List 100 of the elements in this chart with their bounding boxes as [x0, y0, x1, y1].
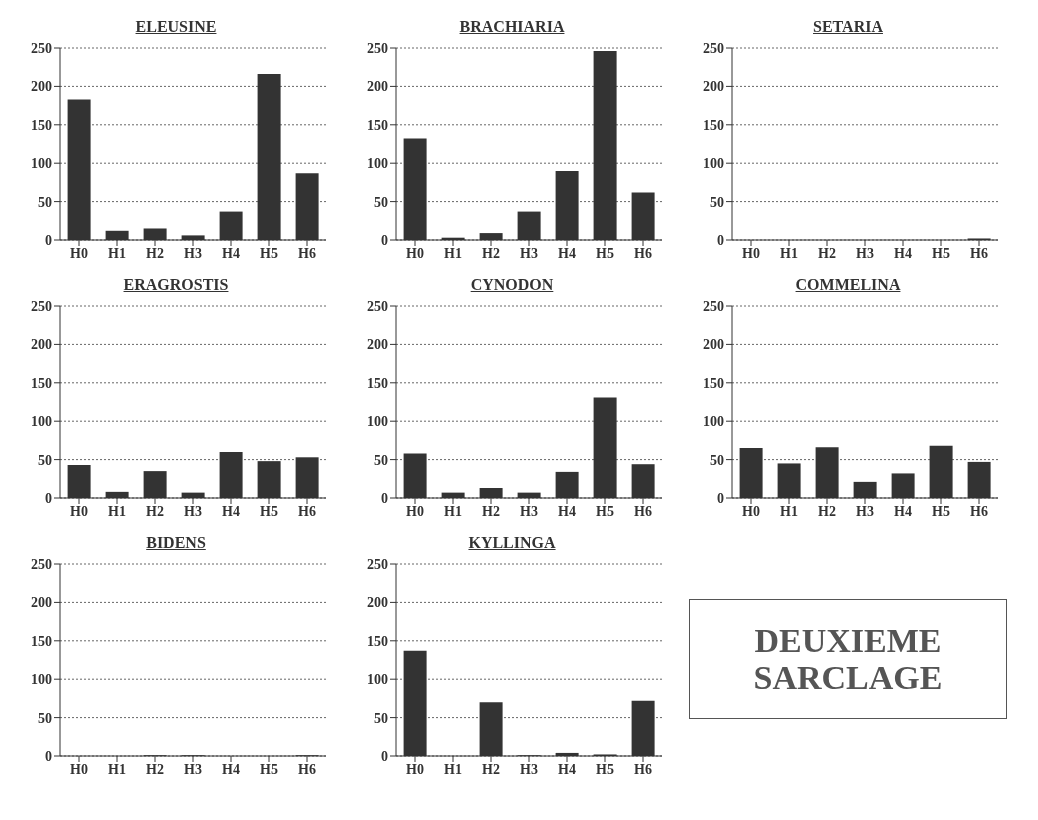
y-tick-label: 250	[31, 298, 52, 314]
y-tick-label: 100	[31, 156, 52, 172]
y-tick-label: 200	[367, 337, 388, 353]
x-tick-label: H1	[108, 245, 126, 261]
x-tick-label: H2	[146, 761, 164, 777]
x-tick-label: H6	[298, 503, 316, 519]
y-tick-label: 50	[38, 452, 52, 468]
x-tick-label: H6	[298, 761, 316, 777]
y-tick-label: 250	[31, 40, 52, 56]
x-tick-label: H6	[634, 761, 652, 777]
y-tick-label: 250	[367, 556, 388, 572]
x-tick-label: H5	[596, 761, 614, 777]
y-tick-label: 50	[710, 194, 724, 210]
y-tick-label: 200	[31, 79, 52, 95]
y-tick-label: 0	[717, 490, 724, 506]
x-tick-label: H0	[742, 245, 760, 261]
y-tick-label: 250	[703, 40, 724, 56]
y-tick-label: 150	[367, 375, 388, 391]
y-tick-label: 50	[374, 194, 388, 210]
x-tick-label: H6	[298, 245, 316, 261]
x-tick-label: H0	[406, 761, 424, 777]
chart-title: SETARIA	[812, 18, 884, 37]
chart-title: ERAGROSTIS	[122, 276, 230, 295]
x-tick-label: H0	[70, 245, 88, 261]
x-tick-label: H5	[932, 245, 950, 261]
x-tick-label: H1	[780, 503, 798, 519]
y-tick-label: 100	[367, 414, 388, 430]
y-tick-label: 0	[381, 490, 388, 506]
x-tick-label: H2	[818, 245, 836, 261]
x-tick-label: H5	[260, 503, 278, 519]
y-tick-label: 50	[710, 452, 724, 468]
y-tick-label: 200	[367, 595, 388, 611]
x-tick-label: H0	[742, 503, 760, 519]
x-tick-label: H1	[108, 503, 126, 519]
x-tick-label: H3	[856, 245, 874, 261]
y-tick-label: 150	[31, 633, 52, 649]
x-tick-label: H4	[222, 503, 240, 519]
y-tick-label: 0	[45, 748, 52, 764]
x-tick-label: H3	[184, 761, 202, 777]
y-tick-label: 150	[367, 117, 388, 133]
x-tick-label: H2	[482, 245, 500, 261]
x-tick-label: H0	[406, 245, 424, 261]
x-tick-label: H5	[932, 503, 950, 519]
y-tick-label: 0	[381, 232, 388, 248]
y-tick-label: 100	[703, 414, 724, 430]
y-tick-label: 50	[374, 452, 388, 468]
text: DEUXIEME SARCLAGE	[689, 598, 1007, 720]
x-tick-label: H1	[108, 761, 126, 777]
y-tick-label: 250	[703, 298, 724, 314]
x-tick-label: H4	[558, 503, 576, 519]
y-tick-label: 200	[703, 79, 724, 95]
x-tick-label: H4	[894, 503, 912, 519]
chart-title: ELEUSINE	[134, 18, 218, 37]
x-tick-label: H2	[482, 761, 500, 777]
chart-title: CYNODON	[469, 276, 555, 295]
y-tick-label: 0	[381, 748, 388, 764]
x-tick-label: H2	[146, 245, 164, 261]
x-tick-label: H4	[558, 245, 576, 261]
y-tick-label: 250	[367, 298, 388, 314]
x-tick-label: H3	[184, 245, 202, 261]
x-tick-label: H3	[520, 503, 538, 519]
y-tick-label: 200	[31, 595, 52, 611]
x-tick-label: H3	[520, 245, 538, 261]
x-tick-label: H4	[222, 245, 240, 261]
chart-title: BIDENS	[145, 534, 207, 553]
x-tick-label: H1	[444, 503, 462, 519]
x-tick-label: H6	[970, 245, 988, 261]
chart-title: COMMELINA	[794, 276, 902, 295]
x-tick-label: H5	[260, 761, 278, 777]
y-tick-label: 100	[31, 414, 52, 430]
x-tick-label: H0	[70, 761, 88, 777]
x-tick-label: H1	[444, 245, 462, 261]
y-tick-label: 0	[717, 232, 724, 248]
y-tick-label: 50	[374, 710, 388, 726]
y-tick-label: 150	[703, 117, 724, 133]
y-tick-label: 250	[31, 556, 52, 572]
y-tick-label: 250	[367, 40, 388, 56]
y-tick-label: 150	[31, 375, 52, 391]
y-tick-label: 100	[367, 156, 388, 172]
y-tick-label: 50	[38, 194, 52, 210]
x-tick-label: H3	[520, 761, 538, 777]
x-tick-label: H6	[634, 245, 652, 261]
y-tick-label: 100	[367, 672, 388, 688]
y-tick-label: 200	[367, 79, 388, 95]
x-tick-label: H1	[780, 245, 798, 261]
x-tick-label: H6	[970, 503, 988, 519]
y-tick-label: 200	[703, 337, 724, 353]
x-tick-label: H2	[146, 503, 164, 519]
x-tick-label: H3	[184, 503, 202, 519]
x-tick-label: H4	[558, 761, 576, 777]
y-tick-label: 0	[45, 490, 52, 506]
chart-title: KYLLINGA	[467, 534, 557, 553]
x-tick-label: H5	[596, 245, 614, 261]
y-tick-label: 150	[31, 117, 52, 133]
x-tick-label: H6	[634, 503, 652, 519]
x-tick-label: H5	[596, 503, 614, 519]
x-tick-label: H4	[222, 761, 240, 777]
y-tick-label: 100	[703, 156, 724, 172]
x-tick-label: H5	[260, 245, 278, 261]
y-tick-label: 0	[45, 232, 52, 248]
